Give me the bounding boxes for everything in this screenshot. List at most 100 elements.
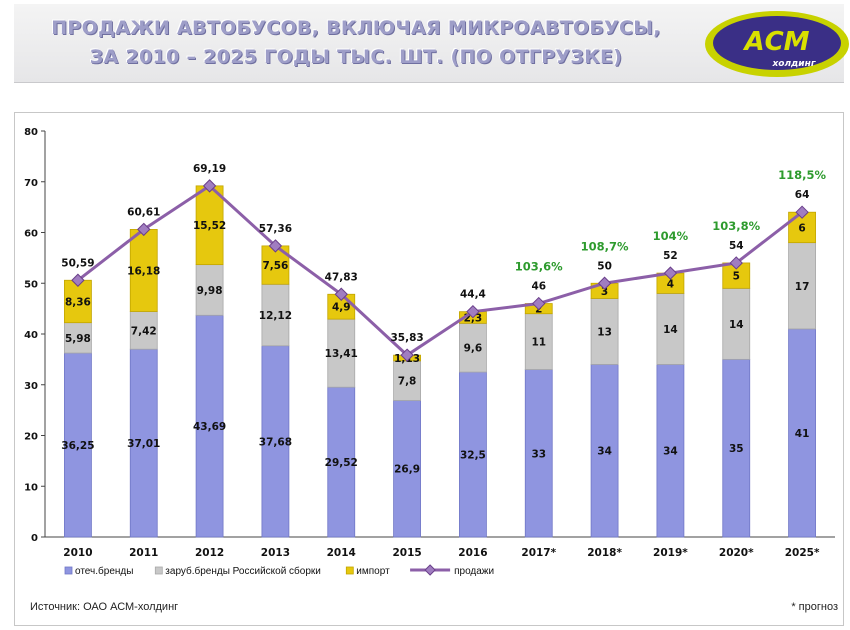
data-label: 14: [729, 319, 744, 331]
data-label: 32,5: [460, 450, 486, 462]
growth-label: 103,6%: [515, 260, 563, 274]
bar-segment-1: [590, 298, 619, 365]
sales-point: [597, 276, 612, 290]
bar-segment-1: [788, 242, 816, 330]
growth-label: 104%: [653, 229, 689, 243]
data-label: 7,56: [262, 260, 288, 272]
sales-point: [268, 239, 283, 253]
legend-label: заруб.бренды Российской сборки: [165, 565, 321, 577]
legend-label: продажи: [454, 566, 494, 577]
growth-label: 108,7%: [581, 239, 629, 253]
bar-segment-2: [195, 185, 224, 266]
data-label: 13: [597, 326, 612, 338]
legend-label: отеч.бренды: [75, 565, 133, 577]
bar-segment-1: [64, 322, 92, 354]
sales-point: [137, 222, 151, 237]
bar-segment-1: [722, 287, 751, 360]
y-tick-label: 10: [24, 482, 38, 493]
sales-line: [76, 183, 803, 358]
sales-point: [202, 179, 217, 193]
bar-segment-1: [261, 283, 290, 347]
bar-segment-1: [129, 311, 158, 350]
sales-chart: 0 10 20 30 40 50 60 70 80 36,25 5,98 8,36 2010 37,01 7…: [24, 127, 835, 577]
data-label: 11: [531, 337, 546, 349]
x-tick-label: 2014: [327, 547, 356, 559]
title-line-1: ПРОДАЖИ АВТОБУСОВ, ВКЛЮЧАЯ МИКРОАВТОБУСЫ…: [51, 17, 661, 39]
bar-segment-0: [722, 358, 751, 538]
sales-label: 57,36: [259, 223, 292, 235]
data-label: 43,69: [193, 421, 226, 433]
y-tick-label: 0: [31, 533, 38, 544]
data-label: 35: [729, 443, 744, 455]
bar-segment-0: [524, 369, 553, 538]
growth-label: 118,5%: [778, 168, 826, 182]
bar-segment-1: [459, 322, 487, 373]
bar-segment-0: [656, 364, 685, 538]
title-line-2: ЗА 2010 – 2025 ГОДЫ ТЫС. ШТ. (ПО ОТГРУЗК…: [89, 46, 623, 68]
legend-swatch-0: [64, 566, 73, 575]
sales-point: [729, 256, 743, 270]
sales-point: [466, 304, 480, 319]
data-label: 17: [795, 281, 810, 293]
growth-label: 103,8%: [712, 219, 760, 233]
data-label: 29,52: [325, 457, 358, 469]
sales-label: 47,83: [325, 271, 358, 283]
bar-segment-2: [129, 229, 158, 312]
sales-point: [334, 287, 348, 301]
bar-segment-0: [590, 364, 619, 538]
bar-segment-1: [656, 292, 685, 365]
sales-point: [400, 348, 414, 362]
x-tick-label: 2013: [261, 547, 290, 559]
data-label: 34: [597, 446, 612, 458]
x-tick-label: 2012: [195, 547, 224, 559]
y-tick-label: 80: [24, 127, 38, 138]
bar-segment-0: [129, 348, 158, 538]
data-label: 14: [663, 324, 678, 336]
bar-segment-0: [459, 371, 487, 538]
data-label: 7,8: [398, 376, 417, 388]
sales-label: 69,19: [193, 163, 226, 175]
data-label: 16,18: [127, 265, 160, 277]
data-label: 9,6: [464, 343, 483, 355]
sales-label: 64: [795, 189, 810, 201]
x-tick-label: 2015: [392, 547, 421, 559]
sales-label: 46: [531, 281, 546, 293]
data-label: 34: [663, 446, 678, 458]
legend-swatch-1: [154, 566, 163, 575]
bar-segment-1: [524, 313, 553, 370]
asm-holding-logo: АСМ холдинг: [705, 11, 849, 77]
bar-segment-0: [788, 328, 816, 538]
sales-label: 60,61: [127, 206, 160, 218]
data-label: 41: [795, 428, 810, 440]
data-label: 5,98: [65, 333, 91, 345]
sales-label: 50,59: [61, 257, 94, 269]
sales-point: [795, 205, 809, 219]
data-label: 37,68: [259, 436, 292, 448]
sales-label: 50: [597, 260, 612, 272]
data-label: 37,01: [127, 438, 160, 450]
bar-segment-2: [64, 279, 92, 324]
chart-title: ПРОДАЖИ АВТОБУСОВ, ВКЛЮЧАЯ МИКРОАВТОБУСЫ…: [36, 14, 676, 72]
sales-label: 52: [663, 250, 678, 262]
bar-segment-0: [393, 400, 421, 538]
data-label: 8,36: [65, 296, 91, 308]
sales-label: 54: [729, 240, 744, 252]
data-label: 4: [667, 278, 674, 290]
bar-segment-0: [195, 314, 224, 538]
x-tick-label: 2018*: [587, 547, 622, 559]
sales-label: 44,4: [460, 289, 486, 301]
chart-frame: 0 10 20 30 40 50 60 70 80 36,25 5,98 8,36 2010 37,01 7…: [14, 112, 844, 626]
bar-segment-2: [722, 262, 751, 289]
y-tick-label: 70: [24, 178, 38, 189]
legend-line-marker: [424, 564, 436, 576]
y-tick-label: 20: [24, 432, 38, 443]
bar-segment-1: [195, 264, 224, 316]
data-label: 13,41: [325, 348, 358, 360]
y-tick-label: 50: [24, 279, 38, 290]
forecast-note: * прогноз: [791, 601, 838, 613]
y-tick-label: 30: [24, 381, 38, 392]
logo-subtext: холдинг: [771, 59, 815, 69]
y-tick-label: 40: [24, 330, 38, 341]
data-label: 26,9: [394, 464, 420, 476]
x-tick-label: 2019*: [653, 547, 688, 559]
